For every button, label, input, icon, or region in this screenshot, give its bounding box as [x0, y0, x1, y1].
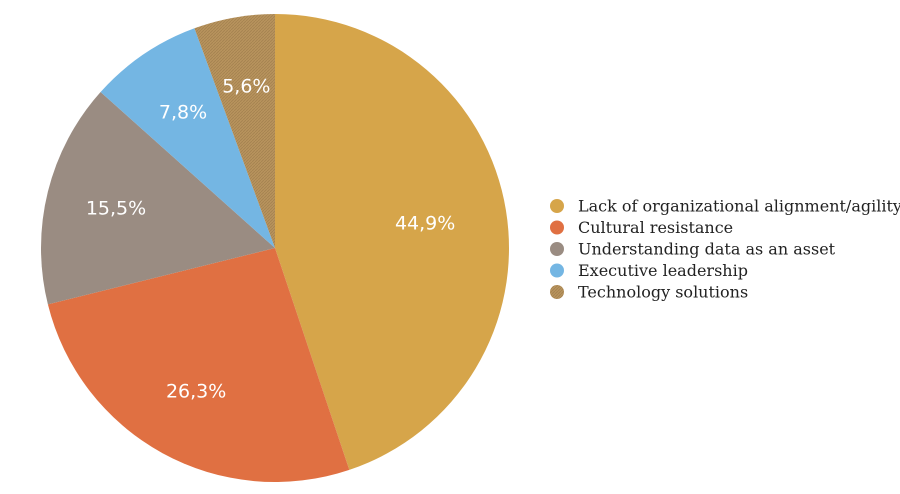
pie-slice-executive-leadership: [100, 28, 275, 249]
legend-item-cultural-resistance: Cultural resistance: [550, 218, 733, 237]
slice-label-lack-of-organizational-alignment-agility: 44,9%: [395, 213, 455, 235]
legend-label: Cultural resistance: [578, 218, 733, 237]
slice-label-executive-leadership: 7,8%: [159, 101, 207, 123]
slice-label-cultural-resistance: 26,3%: [166, 381, 226, 403]
legend-label: Understanding data as an asset: [578, 240, 836, 259]
pie-slice-lack-of-organizational-alignment-agility: [275, 14, 510, 470]
legend-label: Executive leadership: [578, 261, 748, 280]
slice-label-technology-solutions: 5,6%: [222, 76, 270, 98]
legend-marker: [550, 285, 564, 299]
legend-label: Lack of organizational alignment/agility: [578, 197, 900, 216]
pie-slices: [40, 14, 510, 482]
legend-marker: [550, 220, 564, 235]
legend-label: Technology solutions: [578, 283, 748, 302]
legend-item-technology-solutions: Technology solutions: [550, 283, 748, 302]
legend-item-understanding-data-as-an-asset: Understanding data as an asset: [550, 240, 836, 259]
legend-marker: [550, 242, 564, 256]
slice-label-understanding-data-as-an-asset: 15,5%: [86, 198, 146, 220]
legend-item-lack-of-organizational-alignment-agility: Lack of organizational alignment/agility: [550, 197, 900, 216]
legend-marker: [550, 199, 564, 213]
pie-slice-understanding-data-as-an-asset: [40, 92, 275, 305]
pie-slice-technology-solutions: [194, 14, 275, 248]
legend-item-executive-leadership: Executive leadership: [550, 261, 748, 280]
legend: Lack of organizational alignment/agility…: [550, 197, 900, 302]
legend-marker: [550, 263, 564, 278]
pie-slice-cultural-resistance: [47, 248, 350, 482]
pie-slice-labels: 44,9% 26,3% 15,5% 7,8% 5,6%: [86, 76, 455, 403]
